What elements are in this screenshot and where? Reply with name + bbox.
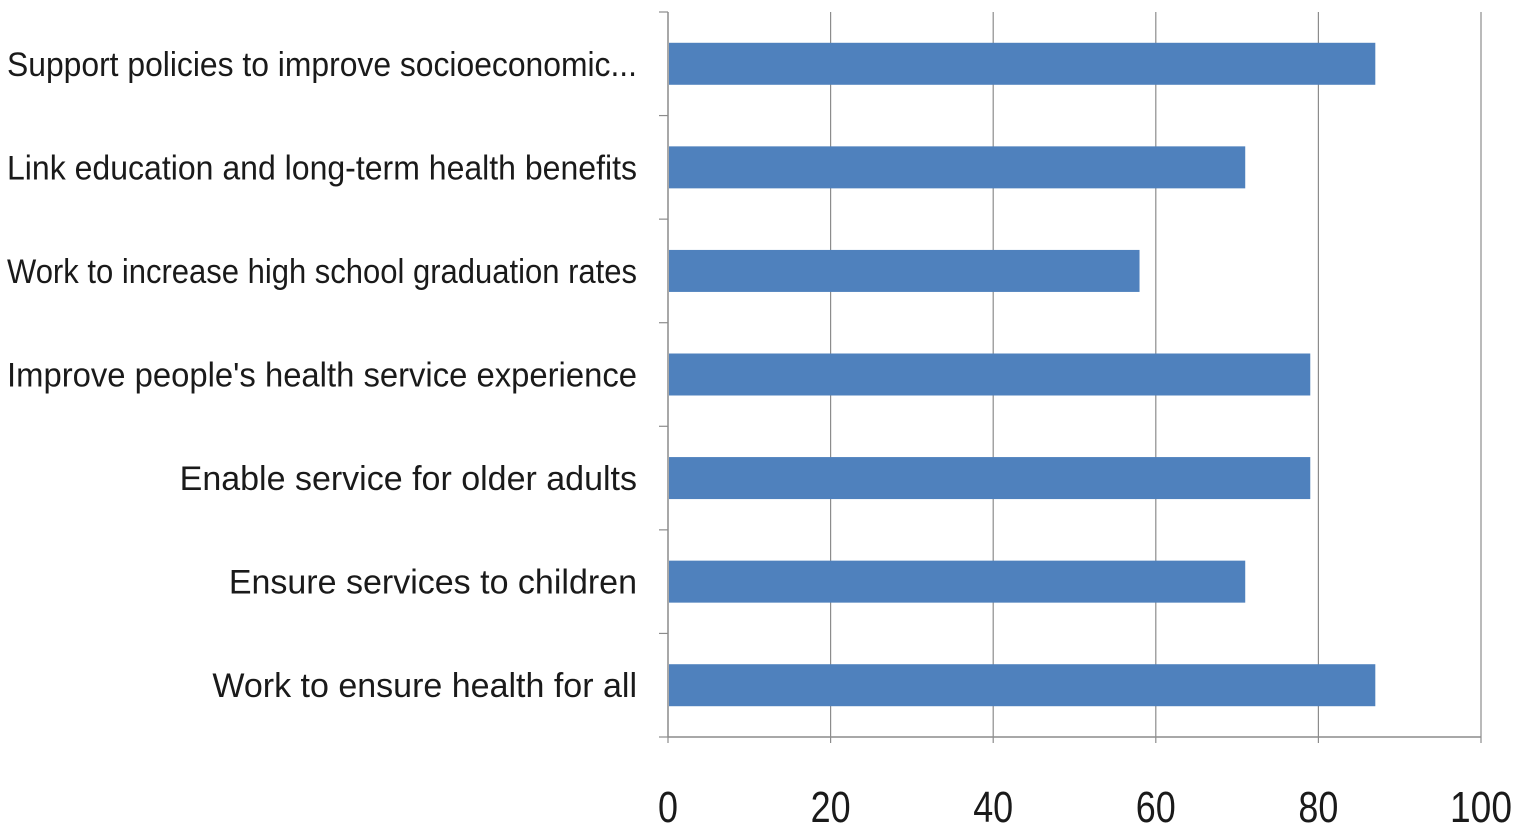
- category-label: Improve people's health service experien…: [7, 357, 637, 395]
- category-label: Ensure services to children: [229, 564, 637, 602]
- bar: [669, 42, 1376, 85]
- category-label: Link education and long-term health bene…: [7, 149, 637, 187]
- x-tick-label: 100: [1450, 783, 1512, 827]
- bar: [669, 249, 1140, 292]
- category-label: Work to ensure health for all: [212, 667, 637, 705]
- bar: [669, 353, 1311, 396]
- category-label: Work to increase high school graduation …: [7, 253, 637, 291]
- axes: [659, 11, 1482, 743]
- x-tick-label: 20: [811, 783, 851, 827]
- bar: [669, 146, 1246, 189]
- category-label: Support policies to improve socioeconomi…: [7, 46, 637, 84]
- bar: [669, 560, 1246, 603]
- bar: [669, 457, 1311, 500]
- x-tick-label: 60: [1136, 783, 1176, 827]
- category-labels: Support policies to improve socioeconomi…: [7, 46, 637, 705]
- x-tick-label: 0: [658, 783, 678, 827]
- x-tick-label: 40: [973, 783, 1013, 827]
- bars: [669, 42, 1376, 707]
- category-label: Enable service for older adults: [180, 460, 637, 498]
- bar: [669, 664, 1376, 707]
- x-tick-label: 80: [1298, 783, 1338, 827]
- x-tick-labels: 0 20 40 60 80 100: [658, 783, 1512, 832]
